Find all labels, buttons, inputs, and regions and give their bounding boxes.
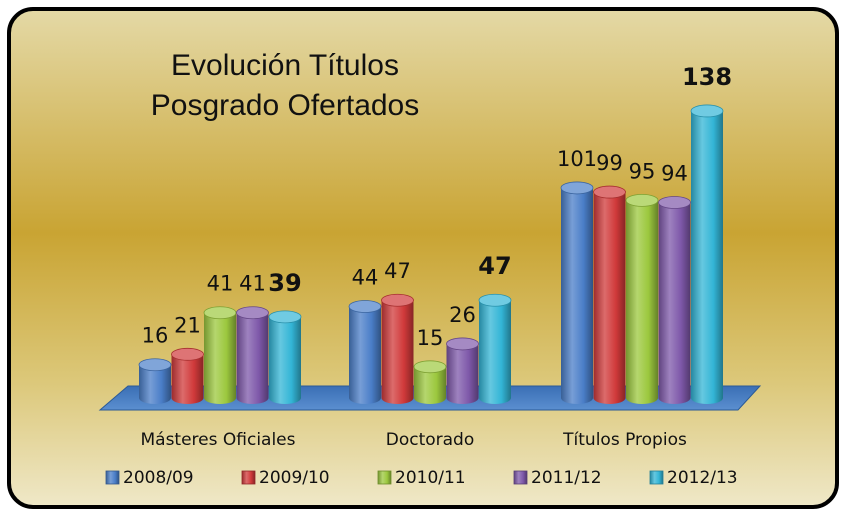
value-label: 15: [417, 326, 444, 350]
value-label: 47: [384, 259, 411, 283]
legend-swatch: [377, 470, 392, 485]
legend-label: 2012/13: [667, 468, 738, 488]
bar: [381, 300, 414, 404]
bar-top: [413, 360, 447, 374]
bar-top: [625, 193, 659, 207]
bar: [446, 343, 479, 404]
value-label: 41: [207, 272, 234, 296]
x-tick-label: Doctorado: [386, 430, 475, 450]
bar-top: [348, 300, 382, 313]
legend-swatch: [649, 470, 664, 485]
legend-swatch: [241, 470, 256, 485]
bar-top: [478, 293, 512, 307]
legend-label: 2009/10: [259, 468, 330, 488]
value-label: 44: [352, 265, 379, 289]
bar: [691, 110, 723, 405]
bar: [204, 312, 236, 404]
legend-label: 2008/09: [123, 468, 194, 488]
bar: [269, 316, 301, 404]
value-label: 21: [174, 313, 201, 337]
value-label: 39: [268, 269, 301, 297]
value-label: 26: [449, 303, 476, 327]
bar-top: [593, 185, 626, 199]
bar: [349, 306, 381, 404]
bar: [414, 366, 446, 404]
value-label: 138: [682, 63, 732, 91]
bar-top: [690, 104, 724, 118]
bar: [658, 202, 691, 404]
value-label: 101: [557, 147, 597, 171]
x-tick-label: Másteres Oficiales: [140, 430, 295, 450]
legend-swatch: [513, 470, 528, 485]
bar-top: [446, 337, 479, 351]
value-label: 95: [629, 159, 656, 183]
chart-title: Evolución Títulos Posgrado Ofertados: [150, 49, 420, 122]
bar: [236, 312, 269, 404]
legend-swatch: [105, 470, 120, 485]
legend-label: 2011/12: [531, 468, 602, 488]
bar: [626, 200, 658, 404]
bar-top: [138, 358, 172, 372]
bar-top: [236, 306, 269, 320]
value-label: 94: [661, 161, 688, 185]
bar: [593, 192, 626, 404]
bar: [479, 300, 511, 404]
bar-top: [560, 181, 594, 195]
value-label: 16: [142, 324, 169, 348]
bar-top: [171, 347, 204, 361]
bar-top: [268, 310, 302, 324]
bar-top: [203, 306, 237, 320]
bar: [561, 187, 593, 404]
bar-top: [381, 293, 414, 307]
bar: [171, 354, 204, 404]
value-label: 47: [478, 252, 511, 280]
bar: [139, 364, 171, 404]
bar-top: [658, 196, 691, 209]
legend-label: 2010/11: [395, 468, 466, 488]
x-tick-label: Títulos Propios: [562, 430, 687, 450]
value-label: 41: [239, 272, 266, 296]
value-label: 99: [596, 151, 623, 175]
